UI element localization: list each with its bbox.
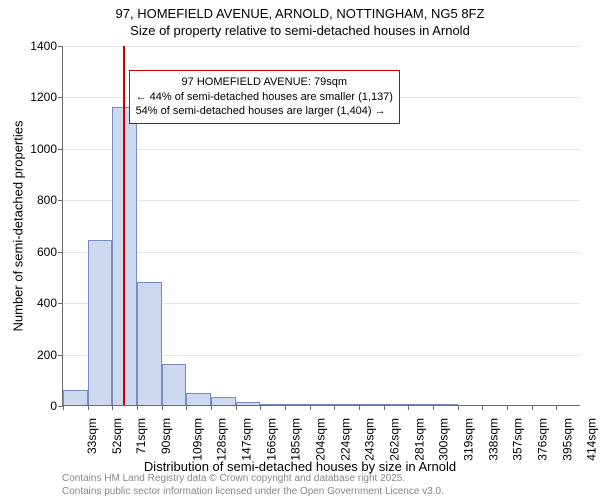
x-tick-mark [482,405,483,410]
x-tick-label: 71sqm [134,418,148,454]
gridline [63,252,580,253]
histogram-bar [112,107,137,405]
x-tick-mark [310,405,311,410]
histogram-bar [433,404,458,405]
reference-line [123,46,125,405]
y-tick-mark [58,252,63,253]
annotation-line: 54% of semi-detached houses are larger (… [136,104,393,119]
x-tick-mark [63,405,64,410]
x-tick-mark [260,405,261,410]
x-tick-mark [236,405,237,410]
x-tick-mark [211,405,212,410]
gridline [63,149,580,150]
x-tick-mark [334,405,335,410]
y-tick-mark [58,355,63,356]
x-tick-label: 376sqm [536,418,550,461]
y-tick-mark [58,149,63,150]
chart-container: 97, HOMEFIELD AVENUE, ARNOLD, NOTTINGHAM… [0,0,600,500]
x-tick-mark [384,405,385,410]
histogram-bar [408,404,433,405]
x-tick-label: 109sqm [190,418,204,461]
credits-line2: Contains public sector information licen… [62,486,444,499]
histogram-bar [260,404,285,405]
histogram-bar [359,404,384,405]
x-tick-label: 414sqm [585,418,599,461]
histogram-bar [211,397,236,405]
x-tick-mark [532,405,533,410]
x-tick-mark [433,405,434,410]
histogram-bar [334,404,359,405]
y-tick-mark [58,46,63,47]
y-tick-mark [58,303,63,304]
x-tick-label: 224sqm [338,418,352,461]
x-tick-mark [458,405,459,410]
x-tick-label: 300sqm [437,418,451,461]
y-tick-mark [58,97,63,98]
x-tick-mark [359,405,360,410]
histogram-bar [137,282,162,405]
histogram-bar [88,240,113,405]
y-tick-label: 1200 [30,90,57,104]
plot-region: 020040060080010001200140033sqm52sqm71sqm… [62,46,580,406]
x-tick-mark [88,405,89,410]
title-line2: Size of property relative to semi-detach… [0,23,600,40]
x-tick-mark [408,405,409,410]
histogram-bar [384,404,409,405]
credits-line1: Contains HM Land Registry data © Crown c… [62,473,444,486]
x-tick-label: 128sqm [215,418,229,461]
x-tick-mark [112,405,113,410]
x-tick-mark [186,405,187,410]
x-tick-mark [162,405,163,410]
annotation-line: 97 HOMEFIELD AVENUE: 79sqm [136,75,393,90]
title-line1: 97, HOMEFIELD AVENUE, ARNOLD, NOTTINGHAM… [0,6,600,23]
y-tick-label: 200 [37,348,57,362]
y-tick-mark [58,200,63,201]
x-tick-label: 357sqm [511,418,525,461]
x-tick-mark [285,405,286,410]
x-tick-label: 338sqm [486,418,500,461]
x-tick-label: 90sqm [159,418,173,454]
x-tick-label: 33sqm [85,418,99,454]
x-tick-label: 185sqm [289,418,303,461]
y-tick-label: 1000 [30,142,57,156]
gridline [63,200,580,201]
histogram-bar [186,393,211,405]
y-tick-label: 1400 [30,39,57,53]
x-tick-mark [137,405,138,410]
annotation-line: ← 44% of semi-detached houses are smalle… [136,90,393,105]
x-tick-label: 52sqm [110,418,124,454]
y-tick-label: 800 [37,193,57,207]
y-tick-label: 400 [37,296,57,310]
credits: Contains HM Land Registry data © Crown c… [62,473,444,498]
x-tick-label: 243sqm [363,418,377,461]
histogram-bar [236,402,261,405]
title-block: 97, HOMEFIELD AVENUE, ARNOLD, NOTTINGHAM… [0,0,600,40]
gridline [63,46,580,47]
chart-area: 020040060080010001200140033sqm52sqm71sqm… [62,46,580,406]
x-tick-label: 147sqm [240,418,254,461]
histogram-bar [285,404,310,405]
x-tick-label: 204sqm [314,418,328,461]
x-tick-label: 262sqm [388,418,402,461]
x-tick-label: 319sqm [462,418,476,461]
histogram-bar [310,404,335,405]
x-tick-label: 166sqm [264,418,278,461]
histogram-bar [63,390,88,405]
x-tick-label: 281sqm [412,418,426,461]
y-tick-label: 0 [50,399,57,413]
y-axis-label: Number of semi-detached properties [11,121,26,332]
y-tick-label: 600 [37,245,57,259]
x-tick-mark [556,405,557,410]
x-tick-mark [507,405,508,410]
x-tick-label: 395sqm [560,418,574,461]
annotation-box: 97 HOMEFIELD AVENUE: 79sqm← 44% of semi-… [129,70,400,125]
histogram-bar [162,364,187,405]
x-axis-label: Distribution of semi-detached houses by … [144,459,456,474]
